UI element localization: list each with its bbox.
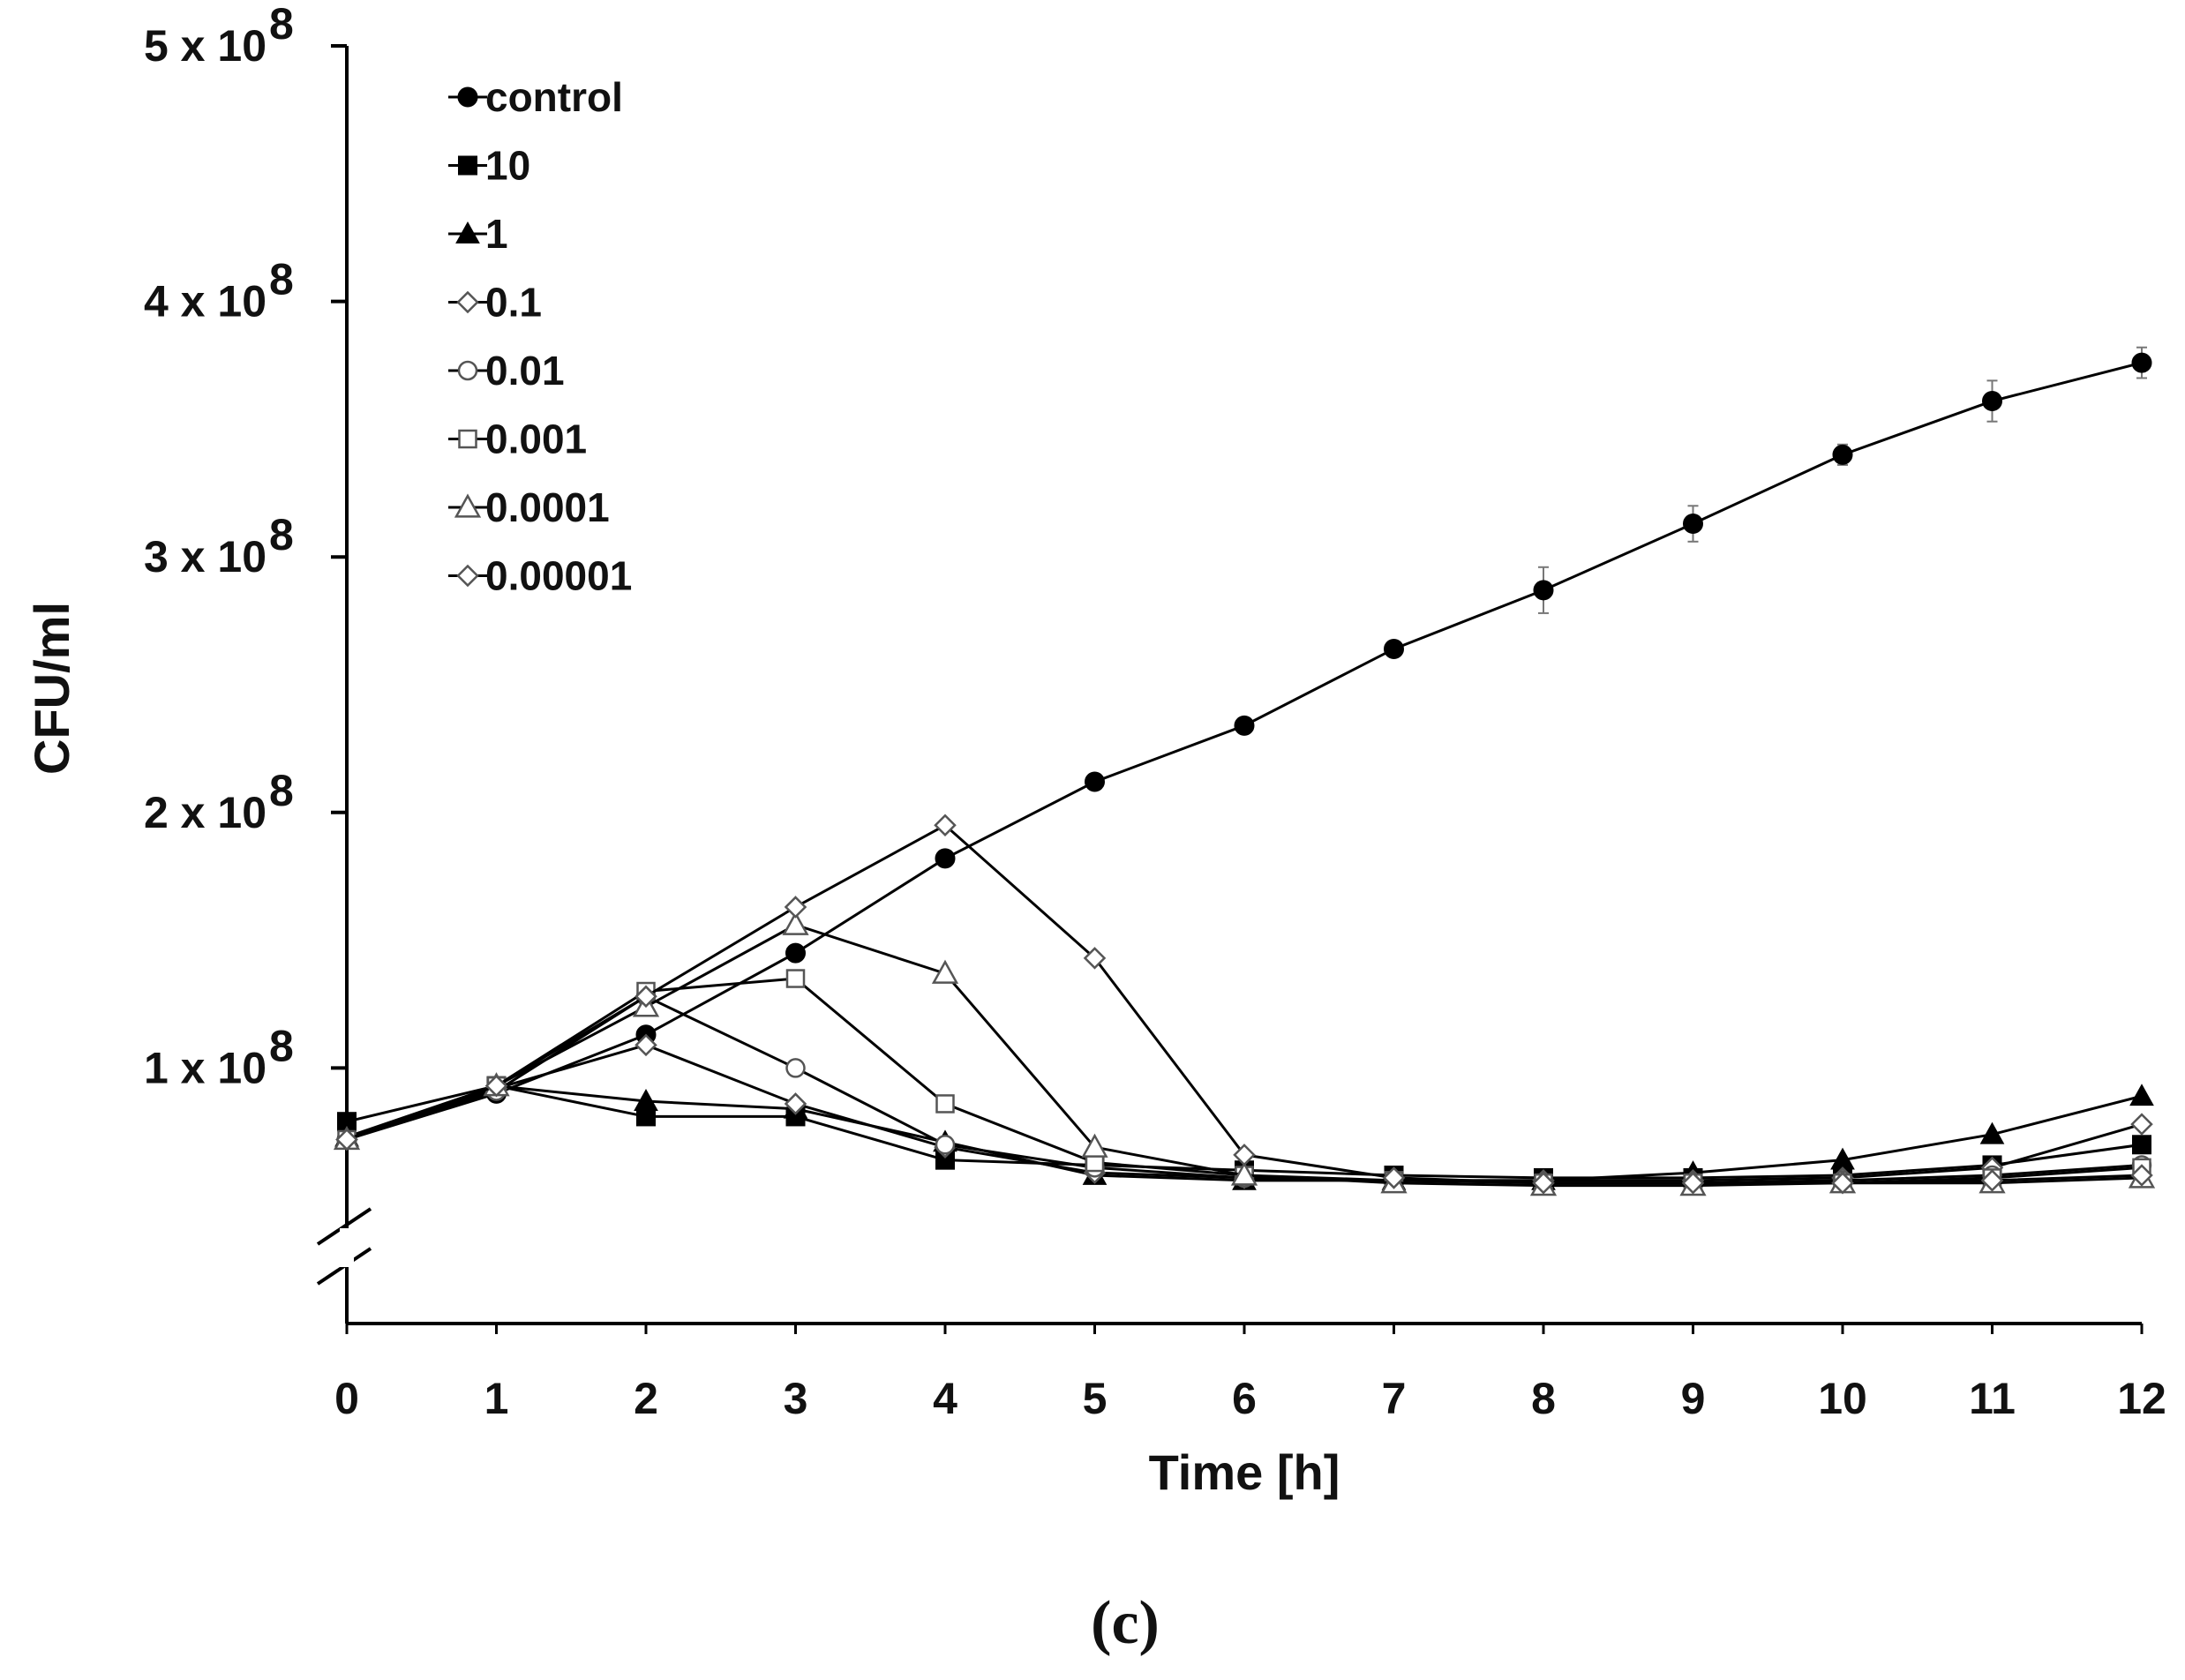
data-point [1234,715,1255,736]
data-point [634,1033,657,1057]
y-tick-exponent: 8 [269,0,294,49]
y-axis-break-marker [316,1207,372,1286]
y-tick-exponent: 8 [269,766,294,815]
x-tick-label: 0 [334,1374,359,1423]
data-point [935,848,956,869]
y-tick-exponent: 8 [269,510,294,559]
x-axis-title: Time [h] [1149,1444,1340,1500]
x-ticks: 0 1 2 3 4 5 6 7 8 9 10 11 12 [334,1324,2166,1423]
data-point [785,942,806,964]
legend-label: 0.1 [485,280,542,326]
data-point [935,1094,955,1114]
y-tick-exponent: 8 [269,1021,294,1070]
data-point [1980,1169,2004,1192]
data-point [1230,1161,1258,1186]
data-point [1979,1121,2005,1144]
data-point [1384,638,1404,659]
legend: control 10 1 0.1 0.01 0.001 0.0001 0.00001 [448,74,632,599]
data-point [785,1058,806,1078]
data-point [931,959,959,984]
legend-item: 0.0001 [448,484,610,530]
data-point [2131,352,2152,373]
data-point [1532,1171,1555,1195]
y-ticks: 1 x 10 82 x 10 83 x 10 84 x 10 85 x 10 8 [144,0,347,1092]
data-point [2130,1113,2153,1136]
legend-marker [458,155,477,176]
y-tick-label: 2 x 10 [144,788,267,837]
data-point [2130,1164,2153,1187]
legend-item: 0.001 [448,416,587,462]
legend-marker [457,86,478,108]
x-tick-label: 12 [2117,1374,2166,1423]
x-tick-label: 11 [1969,1374,2016,1423]
data-point [484,1074,508,1098]
y-tick-label: 4 x 10 [144,277,267,326]
x-tick-label: 8 [1531,1374,1556,1423]
x-tick-label: 6 [1232,1374,1257,1423]
legend-item: 0.00001 [448,553,632,599]
legend-label: control [485,74,623,120]
legend-label: 0.0001 [485,484,610,530]
data-point [934,814,957,837]
legend-marker [458,429,477,449]
data-point [2129,1084,2154,1106]
y-tick-label: 5 x 10 [144,21,267,71]
data-point [335,1128,358,1151]
data-point [2132,1135,2151,1155]
data-point [1382,1166,1406,1189]
data-point [1683,514,1703,535]
legend-marker [455,221,480,244]
legend-label: 0.01 [485,348,565,394]
y-axis-title: CFU/ml [24,602,79,775]
legend-marker [456,290,479,314]
series-control [336,346,2152,1150]
series-line [346,823,2143,1185]
legend-marker [454,493,482,518]
data-point [1832,444,1853,465]
data-point [1681,1171,1705,1195]
legend-label: 0.001 [485,416,587,462]
legend-marker [456,564,479,588]
legend-item: 0.1 [448,280,542,326]
x-tick-label: 2 [634,1374,658,1423]
x-tick-label: 7 [1382,1374,1407,1423]
series-layer [333,346,2156,1196]
data-point [634,985,657,1009]
panel-label: (c) [1091,1589,1160,1657]
y-tick-label: 3 x 10 [144,532,267,581]
data-point [1081,1133,1108,1158]
legend-item: 10 [448,143,530,189]
data-point [782,911,809,935]
x-tick-label: 3 [784,1374,808,1423]
data-point [1233,1144,1256,1166]
legend-label: 1 [485,211,508,257]
data-point [1982,391,2002,412]
series-0.00001 [335,814,2153,1195]
legend-item: 0.01 [448,348,565,394]
data-point [634,1089,658,1111]
x-tick-label: 10 [1818,1374,1867,1423]
data-point [935,1135,956,1155]
legend-label: 0.00001 [485,553,632,599]
legend-marker [457,360,478,381]
data-point [784,896,807,919]
data-point [785,969,806,988]
data-point [1083,947,1107,970]
data-point [1831,1171,1854,1195]
x-tick-label: 9 [1681,1374,1706,1423]
x-tick-label: 4 [933,1374,957,1423]
legend-item: control [448,74,623,120]
data-point [1085,771,1105,792]
data-point [784,1092,807,1115]
x-tick-label: 1 [484,1374,509,1423]
legend-label: 10 [485,143,530,189]
legend-item: 1 [448,211,508,257]
x-tick-label: 5 [1083,1374,1108,1423]
y-tick-label: 1 x 10 [144,1043,267,1092]
data-point [1533,580,1554,601]
y-tick-exponent: 8 [269,255,294,304]
